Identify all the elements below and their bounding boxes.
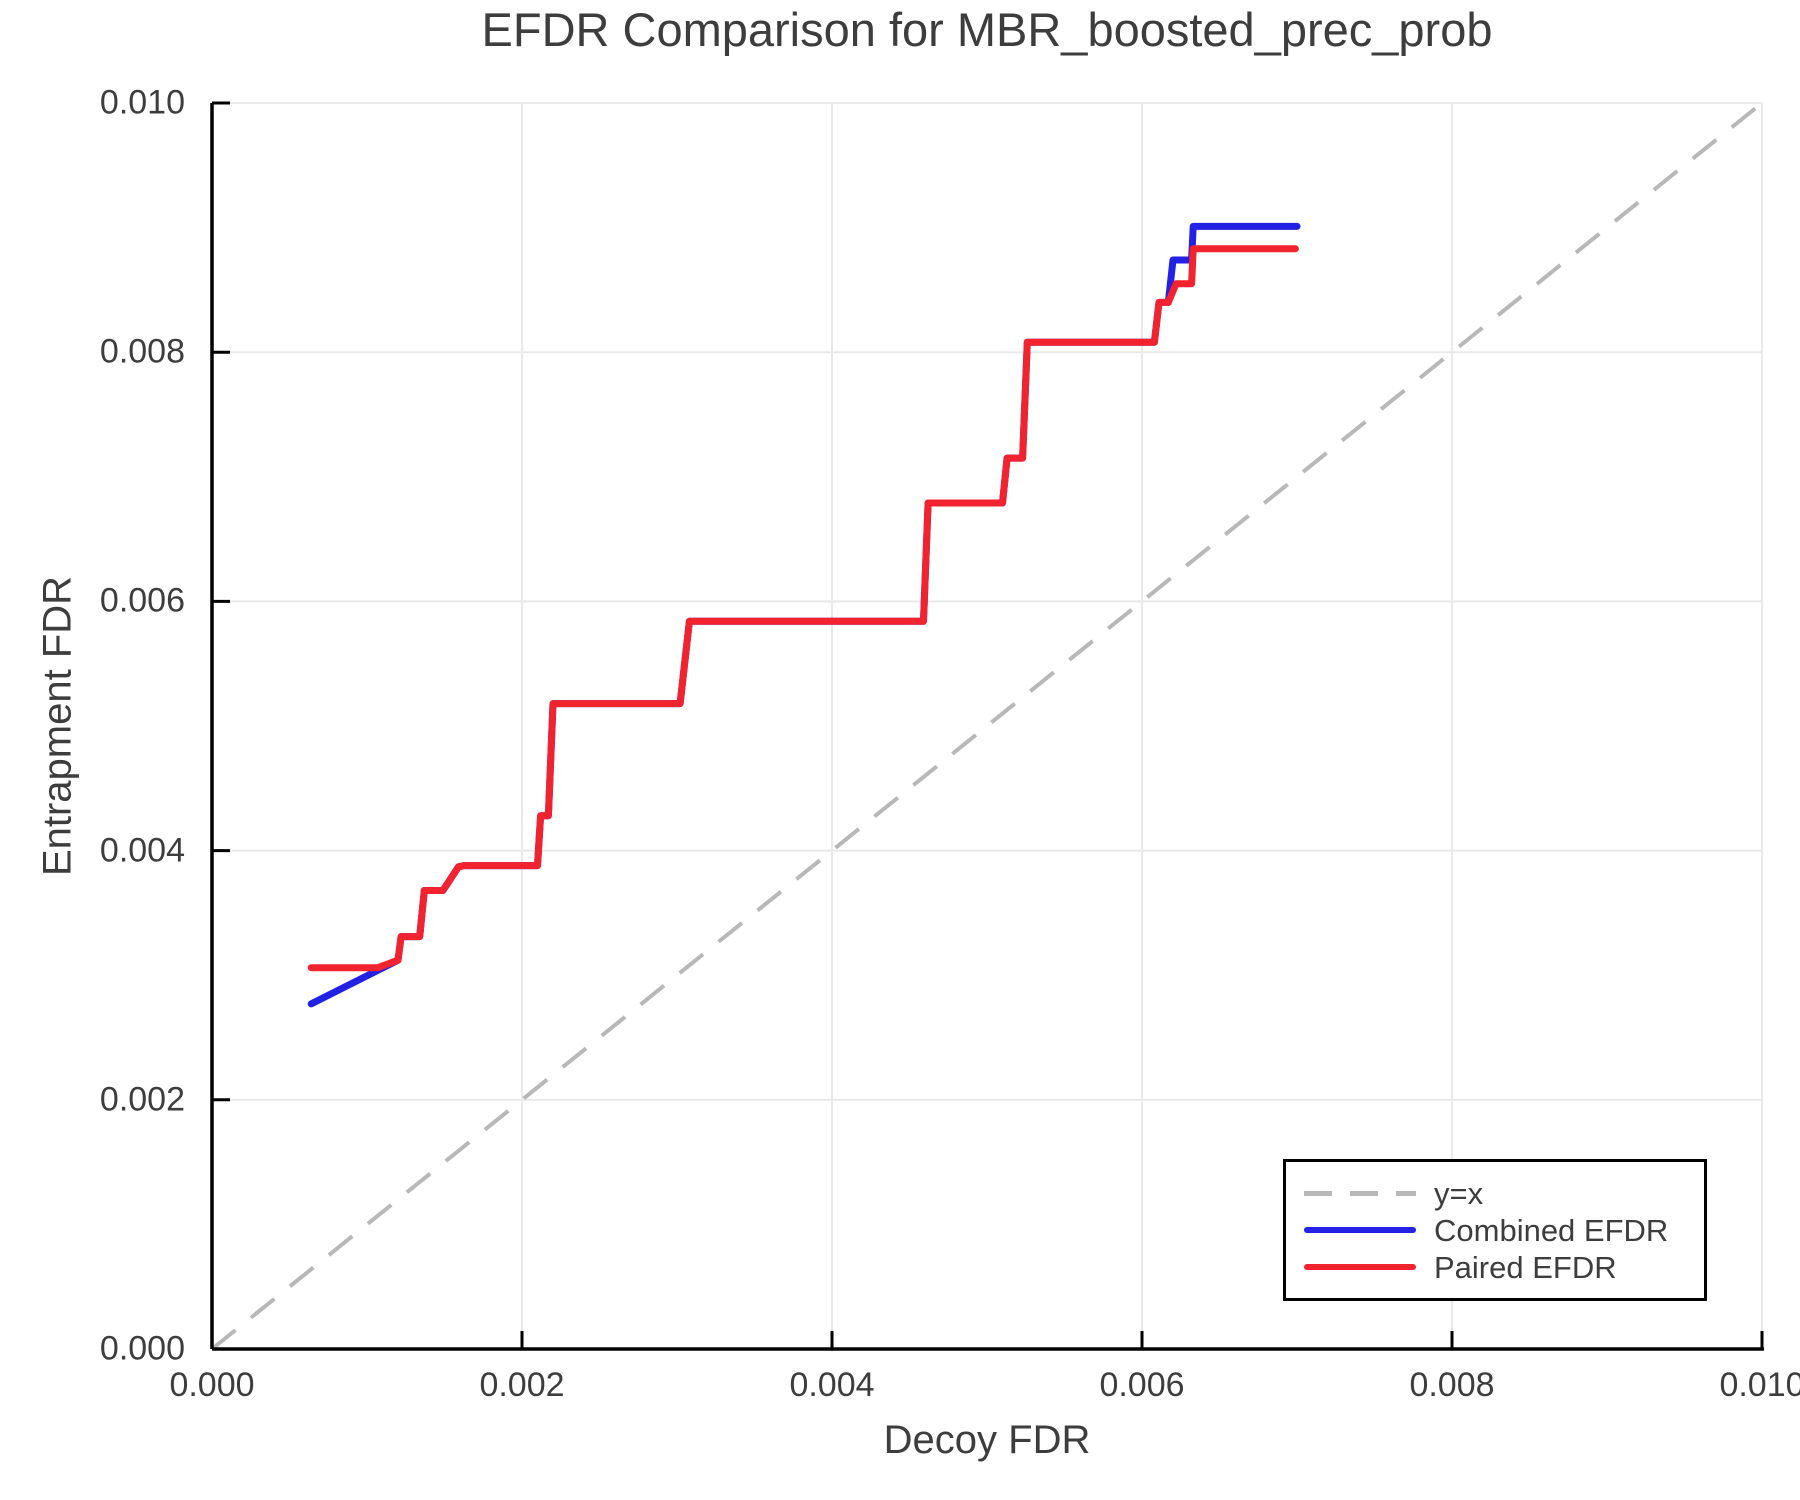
y-tick-label: 0.008 <box>99 332 185 371</box>
legend-label-identity: y=x <box>1434 1175 1484 1211</box>
y-tick-label: 0.010 <box>99 83 185 122</box>
identity-line-sample <box>1304 1190 1416 1196</box>
y-tick-label: 0.002 <box>99 1080 185 1119</box>
y-tick-label: 0.006 <box>99 581 185 620</box>
x-tick-label: 0.008 <box>1409 1366 1495 1404</box>
x-tick-label: 0.010 <box>1719 1366 1800 1404</box>
x-tick-label: 0.002 <box>479 1366 565 1404</box>
legend-label-combined: Combined EFDR <box>1434 1212 1669 1248</box>
legend-item-paired: Paired EFDR <box>1304 1249 1704 1286</box>
legend-item-combined: Combined EFDR <box>1304 1212 1704 1249</box>
x-tick-label: 0.004 <box>789 1366 875 1404</box>
legend-item-identity: y=x <box>1304 1175 1704 1212</box>
chart-title: EFDR Comparison for MBR_boosted_prec_pro… <box>481 3 1493 56</box>
series-y-x <box>210 101 1764 1351</box>
y-tick-label: 0.004 <box>99 831 185 870</box>
paired-line-sample <box>1304 1264 1416 1270</box>
series-paired-efdr <box>307 245 1299 972</box>
y-tick-label: 0.000 <box>99 1329 185 1368</box>
x-axis-title: Decoy FDR <box>883 1418 1091 1462</box>
combined-line-sample <box>1304 1227 1416 1233</box>
x-tick-label: 0.000 <box>169 1366 255 1404</box>
legend: y=x Combined EFDR Paired EFDR <box>1283 1159 1707 1301</box>
x-tick-label: 0.006 <box>1099 1366 1185 1404</box>
legend-label-paired: Paired EFDR <box>1434 1249 1617 1285</box>
